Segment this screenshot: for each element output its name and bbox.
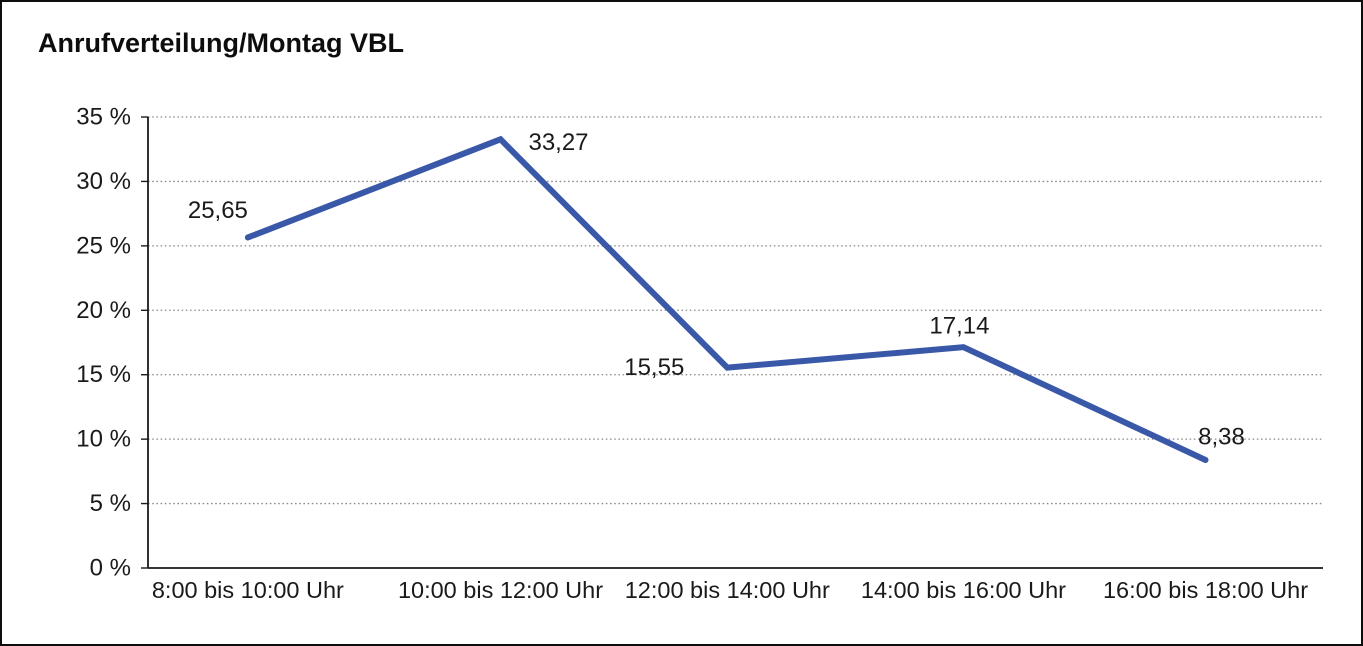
data-point-label: 25,65 [188, 197, 248, 224]
x-axis-category-label: 12:00 bis 14:00 Uhr [625, 577, 830, 603]
y-axis-tick-label: 15 % [76, 361, 131, 388]
y-axis-tick-label: 10 % [76, 426, 131, 453]
data-point-label: 33,27 [528, 129, 588, 156]
x-axis-category-label: 14:00 bis 16:00 Uhr [861, 577, 1066, 603]
y-axis-tick-label: 5 % [90, 490, 131, 517]
data-series-line [244, 135, 1209, 464]
y-axis-tick-label: 35 % [76, 104, 131, 131]
data-point-label: 8,38 [1198, 424, 1245, 451]
x-axis-category-label: 16:00 bis 18:00 Uhr [1103, 577, 1308, 603]
chart-title: Anrufverteilung/Montag VBL [38, 28, 404, 58]
y-axis-tick-label: 20 % [76, 297, 131, 324]
y-axis-tick-label: 25 % [76, 232, 131, 259]
data-point-label: 17,14 [929, 313, 989, 340]
y-axis-tick-label: 30 % [76, 168, 131, 195]
y-axis-tick-label: 0 % [90, 555, 131, 582]
x-axis-category-label: 8:00 bis 10:00 Uhr [152, 577, 344, 603]
x-axis-category-label: 10:00 bis 12:00 Uhr [398, 577, 603, 603]
data-point-label: 15,55 [624, 354, 684, 381]
